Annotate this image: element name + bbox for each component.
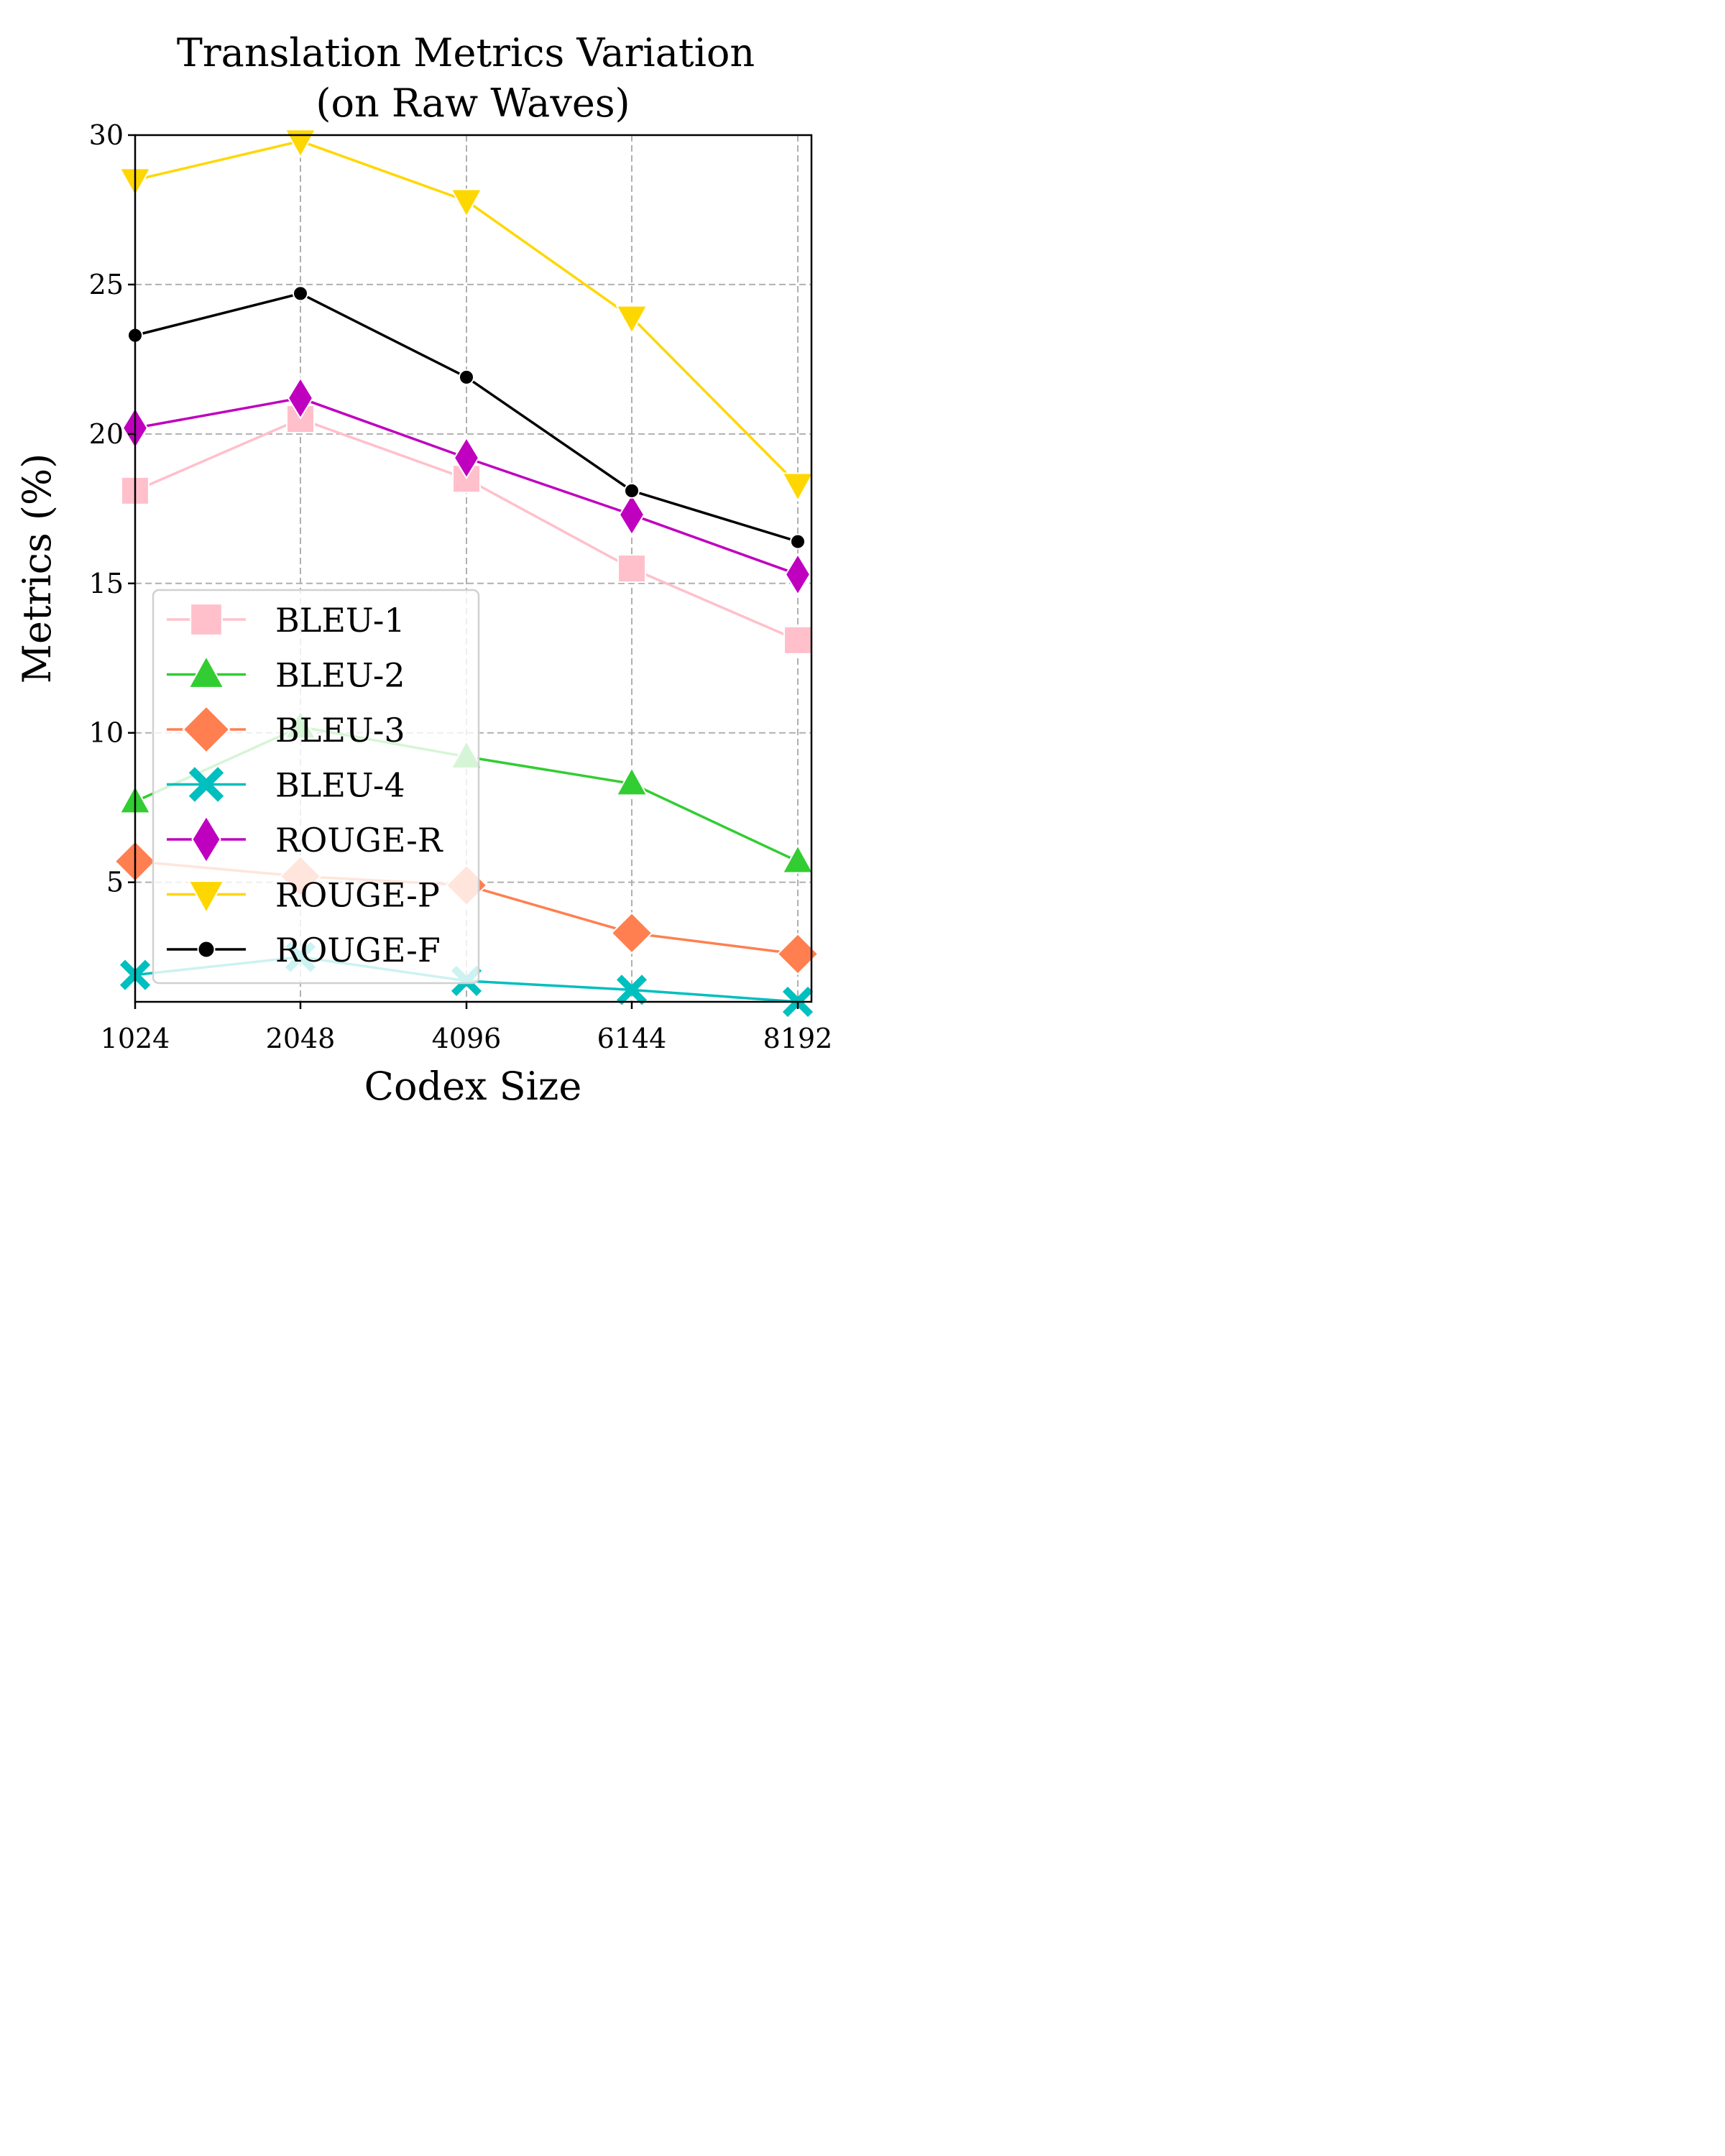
legend-marker [188,880,225,914]
data-point [453,436,480,480]
data-point [287,377,314,420]
legend-label: ROUGE-R [275,821,443,860]
y-tick-label: 25 [89,269,124,300]
legend-label: BLEU-4 [275,766,405,805]
data-point [618,493,645,537]
legend-label: BLEU-3 [275,711,405,750]
legend-entry: BLEU-4 [167,766,405,805]
data-point [781,472,814,502]
data-point [624,482,640,499]
x-tick-label: 2048 [266,1023,336,1054]
data-point [783,625,812,655]
data-point [293,285,308,302]
data-point [615,305,648,335]
y-tick-label: 5 [106,867,124,898]
y-axis-label: Metrics (%) [14,453,60,684]
data-point [784,553,811,596]
legend-entry: BLEU-3 [167,705,405,754]
plot-frame [134,134,813,1003]
legend-label: ROUGE-P [275,876,440,915]
x-tick-label: 1024 [101,1023,170,1054]
legend-marker [197,940,216,959]
data-point [781,844,814,874]
legend-entry: BLEU-1 [167,601,405,640]
y-tick-label: 15 [89,568,124,599]
legend-label: ROUGE-F [275,931,441,969]
legend-label: BLEU-1 [275,601,405,640]
legend-box [152,589,480,985]
y-tick-label: 20 [89,418,124,450]
data-point [284,129,317,159]
line-chart: Translation Metrics Variation (on Raw Wa… [14,30,833,1109]
y-tick-label: 10 [89,717,124,749]
x-axis-label: Codex Size [364,1064,582,1109]
legend-marker [190,603,223,636]
legend: BLEU-1 BLEU-2 BLEU-3 BLEU-4 ROUGE-R ROUGE-P RO… [152,589,480,985]
legend-marker [182,705,231,754]
x-tick-label: 8192 [763,1023,833,1054]
data-point [790,533,806,550]
data-point [616,975,648,1005]
chart-title-line-2: (on Raw Waves) [316,80,630,126]
y-axis: 5 10 15 20 25 30 [89,119,135,898]
x-tick-label: 4096 [432,1023,502,1054]
chart-title-line-1: Translation Metrics Variation [177,30,755,75]
data-point [617,554,646,583]
legend-label: BLEU-2 [275,656,405,695]
legend-entry: ROUGE-P [167,876,440,915]
data-point [450,188,483,218]
legend-entry: ROUGE-R [167,814,443,865]
legend-marker [188,655,225,688]
series-rouge-r [121,377,811,596]
legend-entry: ROUGE-F [167,931,441,969]
x-tick-label: 6144 [597,1023,667,1054]
data-point [615,766,648,796]
x-axis: 1024 2048 4096 6144 8192 [101,1002,833,1054]
data-point [610,911,653,954]
legend-entry: BLEU-2 [167,655,405,695]
y-tick-label: 30 [89,119,124,151]
legend-marker [191,814,221,865]
legend-marker [188,767,224,802]
data-point [459,369,474,385]
